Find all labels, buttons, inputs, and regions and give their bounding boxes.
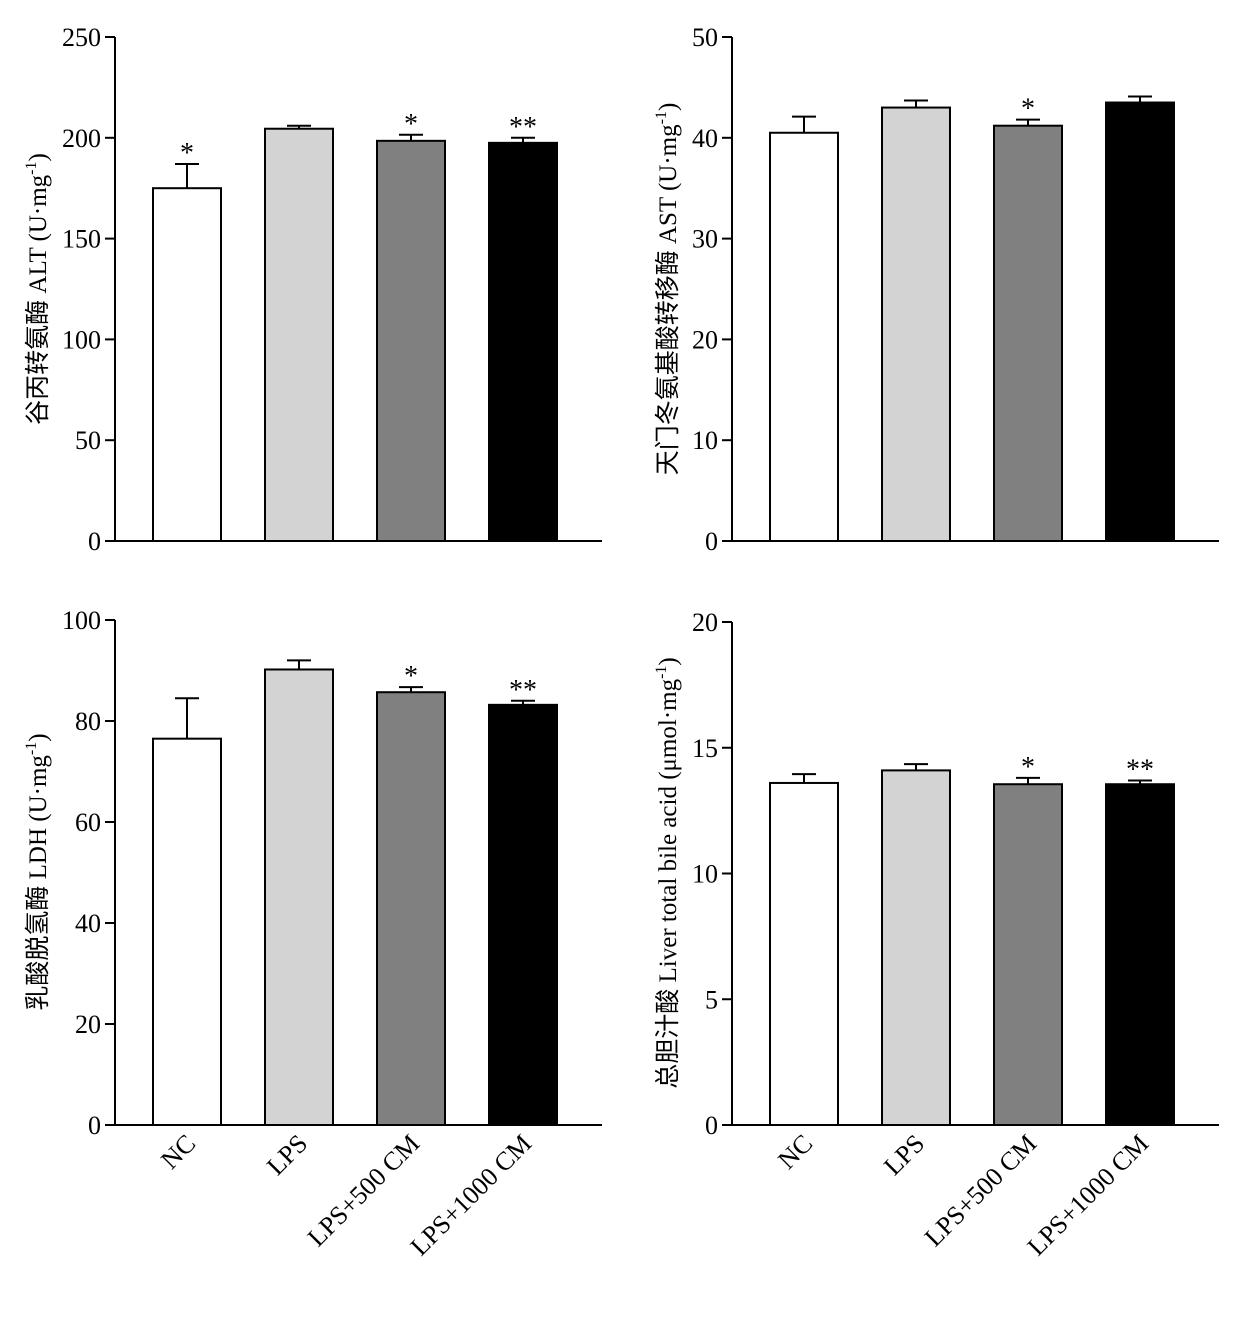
y-tick-label: 100 bbox=[62, 606, 101, 635]
y-axis-label-main: 天门冬氨基酸转移酶 AST (U·mg bbox=[654, 124, 682, 475]
y-tick-label: 250 bbox=[62, 23, 101, 52]
y-tick-label: 20 bbox=[692, 608, 718, 637]
y-tick-label: 100 bbox=[62, 325, 101, 354]
y-axis-label-main: 乳酸脱氢酶 LDH (U·mg bbox=[24, 755, 52, 1011]
y-tick-label: 50 bbox=[75, 426, 101, 455]
y-axis-label: 谷丙转氨酶 ALT (U·mg-1) bbox=[23, 153, 52, 425]
y-tick-label: 0 bbox=[705, 1111, 718, 1140]
bar-lps bbox=[881, 106, 951, 542]
bar-lps-1000-cm bbox=[488, 141, 558, 542]
y-axis-label-end: ) bbox=[655, 657, 682, 665]
y-tick-label: 60 bbox=[75, 808, 101, 837]
y-tick-label: 20 bbox=[75, 1010, 101, 1039]
bar-lps-1000-cm bbox=[488, 703, 558, 1127]
bar-lps-500-cm bbox=[376, 139, 446, 542]
y-axis-label-main: 谷丙转氨酶 ALT (U·mg bbox=[24, 174, 52, 425]
significance-marker: * bbox=[1021, 752, 1035, 783]
significance-marker: * bbox=[404, 109, 418, 140]
significance-marker: ** bbox=[1126, 754, 1154, 785]
bar-lps-1000-cm bbox=[1105, 101, 1175, 543]
y-axis-label-end: ) bbox=[25, 733, 52, 741]
bar-lps-500-cm bbox=[993, 783, 1063, 1127]
x-category-label: LPS+500 CM bbox=[302, 1129, 425, 1252]
y-axis-label-superscript: -1 bbox=[23, 742, 40, 755]
y-axis-label-end: ) bbox=[25, 153, 52, 161]
significance-marker: * bbox=[180, 138, 194, 169]
significance-marker: ** bbox=[509, 112, 537, 143]
y-axis-label-superscript: -1 bbox=[653, 111, 670, 124]
x-category-label: NC bbox=[155, 1129, 201, 1175]
y-axis-label-superscript: -1 bbox=[653, 666, 670, 679]
significance-marker: * bbox=[1021, 94, 1035, 125]
x-category-label: NC bbox=[772, 1129, 818, 1175]
bar-nc bbox=[769, 131, 839, 542]
panel-3: 0 20 40 60 80 100 乳酸脱氢酶 LDH (U·mg-1) NC LPS * LPS+… bbox=[23, 606, 602, 1261]
y-tick-label: 40 bbox=[75, 909, 101, 938]
y-axis-label-main: 总胆汁酸 Liver total bile acid (μmol·mg bbox=[654, 678, 682, 1088]
panel-2: 0 10 20 30 40 50 天门冬氨基酸转移酶 AST (U·mg-1) * bbox=[653, 23, 1219, 556]
y-tick-label: 0 bbox=[88, 527, 101, 556]
bar-nc bbox=[769, 781, 839, 1127]
y-tick-label: 5 bbox=[705, 985, 718, 1014]
bar-nc bbox=[152, 187, 222, 542]
y-tick-label: 10 bbox=[692, 860, 718, 889]
x-category-label: LPS+500 CM bbox=[919, 1129, 1042, 1252]
y-axis-label: 总胆汁酸 Liver total bile acid (μmol·mg-1) bbox=[653, 657, 682, 1089]
bar-lps-1000-cm bbox=[1105, 783, 1175, 1127]
y-tick-label: 0 bbox=[88, 1111, 101, 1140]
y-tick-label: 10 bbox=[692, 426, 718, 455]
bar-lps-500-cm bbox=[376, 691, 446, 1127]
y-axis-label: 乳酸脱氢酶 LDH (U·mg-1) bbox=[23, 733, 52, 1010]
y-tick-label: 200 bbox=[62, 124, 101, 153]
significance-marker: * bbox=[404, 661, 418, 692]
bar-lps-500-cm bbox=[993, 124, 1063, 542]
y-tick-label: 0 bbox=[705, 527, 718, 556]
panel-4: 0 5 10 15 20 总胆汁酸 Liver total bile acid (μmol… bbox=[653, 608, 1219, 1261]
bar-lps bbox=[881, 769, 951, 1126]
bar-lps bbox=[264, 668, 334, 1126]
y-axis-label-end: ) bbox=[655, 103, 682, 111]
y-tick-label: 20 bbox=[692, 325, 718, 354]
significance-marker: ** bbox=[509, 675, 537, 706]
y-axis-label: 天门冬氨基酸转移酶 AST (U·mg-1) bbox=[653, 103, 682, 476]
bar-lps bbox=[264, 127, 334, 542]
y-tick-label: 50 bbox=[692, 23, 718, 52]
y-tick-label: 150 bbox=[62, 225, 101, 254]
y-tick-label: 80 bbox=[75, 707, 101, 736]
x-category-label: LPS bbox=[261, 1129, 313, 1181]
bar-nc bbox=[152, 737, 222, 1126]
y-tick-label: 40 bbox=[692, 124, 718, 153]
y-tick-label: 30 bbox=[692, 225, 718, 254]
y-tick-label: 15 bbox=[692, 734, 718, 763]
x-category-label: LPS bbox=[878, 1129, 930, 1181]
y-axis-label-superscript: -1 bbox=[23, 161, 40, 174]
